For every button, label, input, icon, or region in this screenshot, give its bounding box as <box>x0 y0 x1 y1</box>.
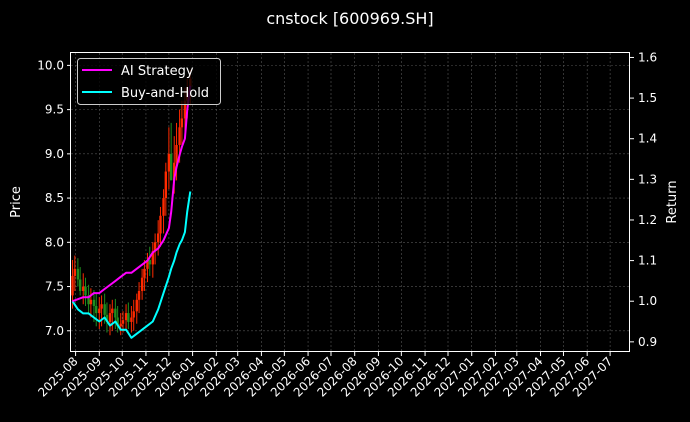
y-right-tick-label: 1.5 <box>638 91 657 105</box>
candle-body <box>130 317 133 322</box>
candle-body <box>78 279 82 291</box>
candle-body <box>124 313 128 321</box>
candle-body <box>98 308 101 314</box>
candle-body <box>87 295 90 305</box>
series-line-ai-strategy <box>72 85 192 303</box>
candle-body <box>73 268 77 276</box>
candle-body <box>140 277 144 291</box>
candlesticks <box>71 69 192 336</box>
candle-body <box>84 286 87 296</box>
y-right-tick-label: 0.9 <box>638 335 657 349</box>
y-left-tick-label: 8.5 <box>45 191 64 205</box>
candle-body <box>114 308 117 318</box>
y-right-tick-label: 1.4 <box>638 132 657 146</box>
candle-body <box>71 275 74 296</box>
series-lines <box>71 85 192 339</box>
candle-body <box>127 313 130 322</box>
candle-body <box>153 242 157 252</box>
y-left-tick-label: 9.5 <box>45 103 64 117</box>
legend: AI Strategy Buy-and-Hold <box>77 58 221 105</box>
y-right-tick-label: 1.1 <box>638 254 657 268</box>
candle-body <box>132 311 135 318</box>
candle-body <box>105 314 109 322</box>
candle-body <box>148 260 151 265</box>
y-left-tick-label: 8.0 <box>45 235 64 249</box>
candle-body <box>162 198 165 216</box>
y-axis-right: 0.9 1.0 1.1 1.2 1.3 1.4 1.5 1.6 <box>630 50 657 349</box>
candle-body <box>178 127 181 145</box>
candle-body <box>159 215 162 234</box>
candle-body <box>137 290 141 300</box>
candle-body <box>156 233 160 243</box>
candle-body <box>116 317 119 327</box>
candle-body <box>180 118 184 128</box>
candle-body <box>95 306 98 314</box>
candle-body <box>76 268 80 280</box>
candle-body <box>92 299 96 306</box>
plot-frame <box>70 52 630 352</box>
candle-body <box>183 100 187 119</box>
series-line-buy-and-hold <box>71 191 192 339</box>
y-right-tick-label: 1.2 <box>638 213 657 227</box>
y-right-tick-label: 1.6 <box>638 50 657 64</box>
y-right-tick-label: 1.0 <box>638 294 657 308</box>
candle-body <box>175 145 178 163</box>
y-axis-right-label: Return <box>665 180 680 223</box>
legend-label-buy-and-hold: Buy-and-Hold <box>121 86 209 101</box>
y-left-tick-label: 10.0 <box>37 58 64 72</box>
candle-body <box>167 153 171 172</box>
candle-body <box>143 268 146 278</box>
candle-body <box>146 260 149 269</box>
candle-body <box>119 323 122 327</box>
candle-body <box>103 304 106 315</box>
y-axis-left: 7.0 7.5 8.0 8.5 9.0 9.5 10.0 <box>37 58 71 338</box>
candle-body <box>100 304 103 309</box>
candle-body <box>121 320 125 324</box>
candle-body <box>173 162 176 181</box>
candle-body <box>82 286 85 291</box>
chart-title: cnstock [600969.SH] <box>266 9 433 28</box>
candle-body <box>151 251 155 265</box>
y-left-tick-label: 7.0 <box>45 324 64 338</box>
candle-body <box>111 308 114 314</box>
y-left-tick-label: 9.0 <box>45 147 64 161</box>
candle-body <box>108 313 112 322</box>
candle-body <box>89 299 93 305</box>
y-right-tick-label: 1.3 <box>638 172 657 186</box>
y-axis-left-label: Price <box>9 186 24 218</box>
candle-body <box>164 171 168 199</box>
legend-box <box>77 58 221 105</box>
candle-body <box>135 299 138 312</box>
legend-label-ai-strategy: AI Strategy <box>121 64 194 79</box>
candle-body <box>169 153 173 181</box>
y-left-tick-label: 7.5 <box>45 280 64 294</box>
